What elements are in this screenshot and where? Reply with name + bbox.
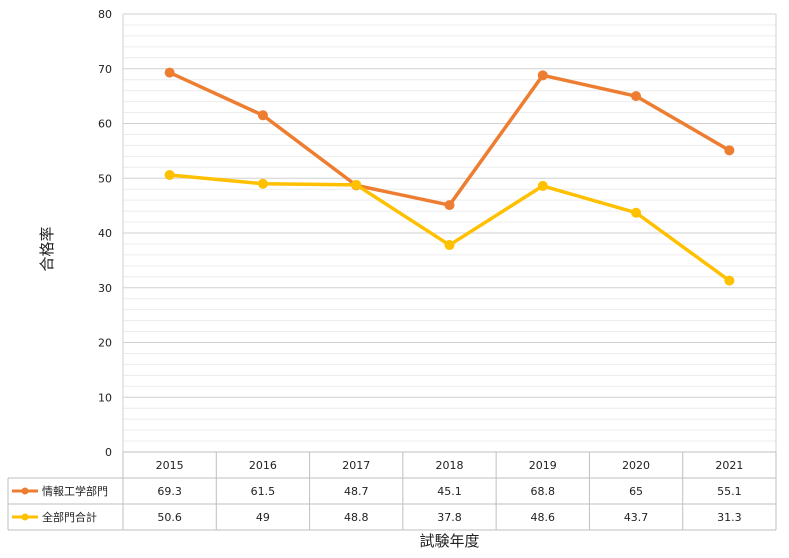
data-point [724, 275, 735, 286]
table-cell: 55.1 [717, 485, 742, 498]
data-point [257, 178, 268, 189]
data-point [351, 179, 362, 190]
x-axis-title: 試験年度 [419, 532, 479, 550]
x-tick-label: 2019 [529, 459, 557, 472]
table-cell: 37.8 [437, 511, 462, 524]
y-axis-title: 合格率 [38, 226, 56, 271]
x-tick-label: 2021 [715, 459, 743, 472]
legend-label-1: 情報工学部門 [42, 484, 108, 498]
table-cell: 69.3 [157, 485, 182, 498]
x-tick-label: 2016 [249, 459, 277, 472]
table-cell: 68.8 [531, 485, 556, 498]
data-point [724, 145, 735, 156]
data-point [631, 207, 642, 218]
table-cell: 48.8 [344, 511, 369, 524]
y-tick-label: 60 [98, 118, 112, 131]
series-line-2 [167, 173, 732, 283]
data-point [257, 110, 268, 121]
y-tick-label: 10 [98, 391, 112, 404]
series-line-1 [167, 70, 732, 207]
legend-marker-1 [21, 487, 29, 495]
table-cell: 48.7 [344, 485, 369, 498]
table-cell: 50.6 [157, 511, 182, 524]
data-point [537, 70, 548, 81]
x-tick-label: 2020 [622, 459, 650, 472]
y-tick-label: 40 [98, 227, 112, 240]
x-tick-label: 2017 [342, 459, 370, 472]
table-cell: 61.5 [251, 485, 276, 498]
y-tick-label: 70 [98, 63, 112, 76]
y-tick-label: 20 [98, 337, 112, 350]
data-point [444, 240, 455, 251]
table-cell: 45.1 [437, 485, 462, 498]
legend-marker-2 [21, 513, 29, 521]
data-point [537, 180, 548, 191]
table-cell: 48.6 [531, 511, 556, 524]
table-cell: 65 [629, 485, 643, 498]
x-tick-label: 2018 [436, 459, 464, 472]
y-tick-label: 30 [98, 282, 112, 295]
y-tick-label: 50 [98, 172, 112, 185]
y-tick-label: 0 [105, 446, 112, 459]
x-tick-label: 2015 [156, 459, 184, 472]
y-tick-label: 80 [98, 8, 112, 21]
data-point [631, 91, 642, 102]
data-point [164, 67, 175, 78]
data-point [444, 200, 455, 211]
table-cell: 31.3 [717, 511, 742, 524]
table-cell: 49 [256, 511, 270, 524]
legend-label-2: 全部門合計 [42, 510, 97, 524]
table-cell: 43.7 [624, 511, 649, 524]
data-point [164, 169, 175, 180]
